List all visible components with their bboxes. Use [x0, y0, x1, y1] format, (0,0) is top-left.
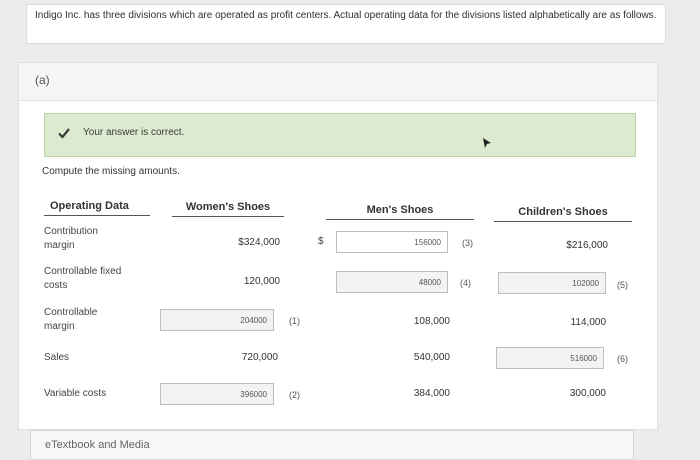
women-variable-costs-input[interactable]: 396000 [160, 383, 274, 405]
men-sales: 540,000 [413, 352, 450, 363]
note-2: (2) [289, 390, 300, 400]
header-operating-data: Operating Data [44, 200, 150, 216]
women-contribution-margin: $324,000 [238, 237, 280, 248]
women-controllable-fixed-costs: 120,000 [243, 276, 280, 287]
checkmark-icon [58, 128, 70, 139]
women-controllable-margin-input[interactable]: 204000 [160, 309, 274, 331]
part-label: (a) [35, 73, 50, 87]
men-controllable-margin: 108,000 [413, 316, 450, 327]
header-childrens-shoes: Children's Shoes [494, 206, 632, 222]
note-4: (4) [460, 278, 471, 288]
part-a-header: (a) [18, 62, 658, 102]
mouse-cursor-icon [483, 138, 491, 148]
row-label-variable-costs: Variable costs [44, 388, 107, 399]
note-5: (5) [617, 280, 628, 290]
men-variable-costs: 384,000 [413, 388, 450, 399]
etextbook-and-media-label: eTextbook and Media [45, 439, 150, 451]
correct-message: Your answer is correct. [83, 127, 185, 138]
men-controllable-fixed-costs-input[interactable]: 48000 [336, 271, 448, 293]
note-6: (6) [617, 354, 628, 364]
men-contribution-margin-input[interactable]: 156000 [336, 231, 448, 253]
children-controllable-margin: 114,000 [570, 317, 606, 328]
row-label-contribution-margin: Contribution margin [44, 226, 98, 251]
instruction-text: Compute the missing amounts. [42, 166, 180, 177]
row-label-controllable-fixed-costs: Controllable fixed costs [44, 266, 122, 291]
note-3: (3) [462, 238, 473, 248]
children-variable-costs: 300,000 [569, 388, 606, 399]
header-womens-shoes: Women's Shoes [172, 201, 284, 217]
children-controllable-fixed-costs-input[interactable]: 102000 [498, 272, 606, 294]
women-sales: 720,000 [241, 352, 278, 363]
children-sales-input[interactable]: 516000 [496, 347, 604, 369]
correct-answer-banner: Your answer is correct. [44, 113, 636, 157]
row-label-controllable-margin: Controllable margin [44, 307, 98, 332]
header-mens-shoes: Men's Shoes [326, 204, 474, 220]
row-label-sales: Sales [44, 352, 70, 363]
men-currency-symbol: $ [318, 236, 324, 247]
note-1: (1) [289, 316, 300, 326]
children-contribution-margin: $216,000 [566, 240, 608, 251]
problem-statement: Indigo Inc. has three divisions which ar… [26, 4, 666, 44]
etextbook-and-media-panel[interactable]: eTextbook and Media [30, 430, 634, 460]
